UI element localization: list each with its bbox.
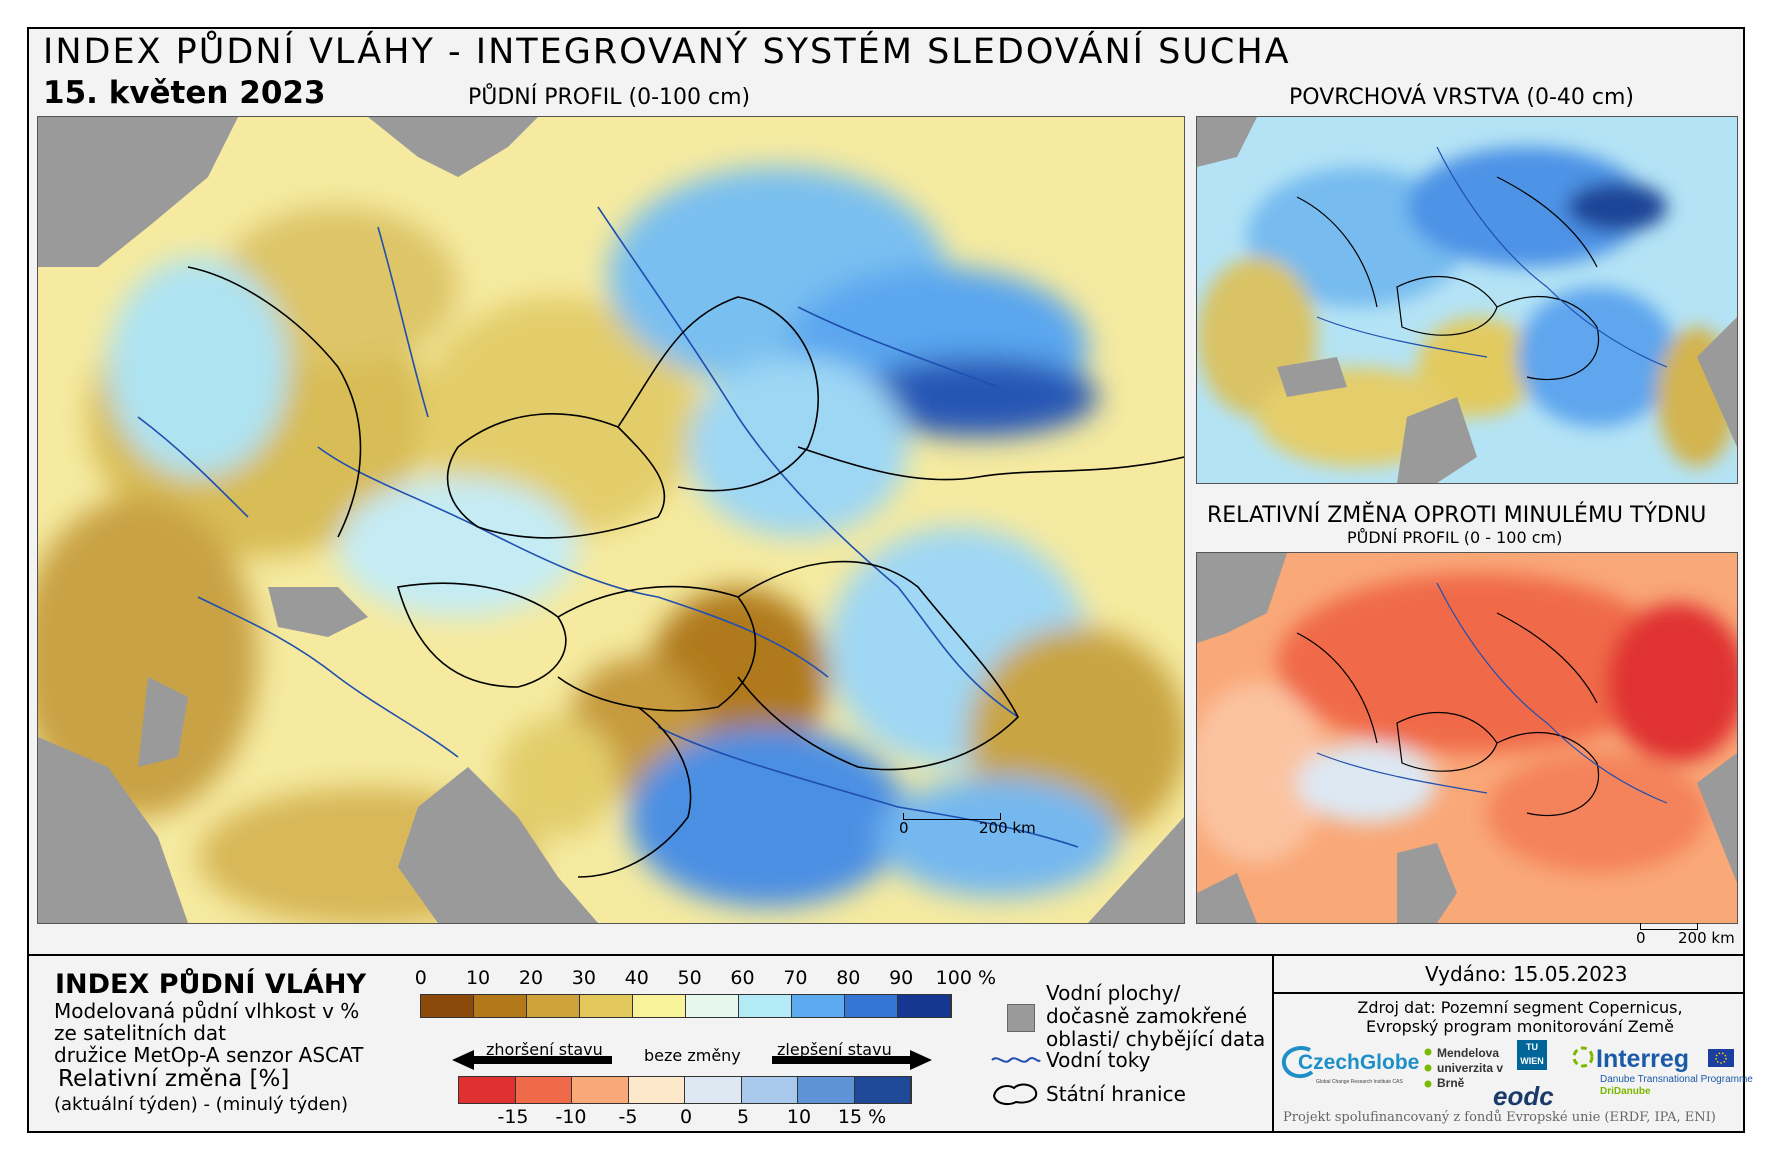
index-color-swatch [845,995,898,1017]
index-tick: 100 % [935,967,996,989]
legend-desc-3: družice MetOp-A senzor ASCAT [54,1043,364,1067]
index-color-swatch [527,995,580,1017]
change-tick: -5 [618,1106,638,1128]
scalebar-start: 0 [899,819,909,837]
water-bodies-swatch [1007,1004,1035,1032]
source-text: Zdroj dat: Pozemní segment Copernicus, E… [1300,998,1740,1036]
issue-date-heading: 15. květen 2023 [43,75,326,111]
change-color-swatch [628,1077,685,1103]
change-tick: -10 [555,1106,587,1128]
change-tick: 15 % [837,1106,887,1128]
scalebar-line [903,813,1001,820]
index-tick: 80 [836,967,861,989]
legend-desc-1: Modelovaná půdní vlhkost v % [54,999,360,1023]
change-arrows [452,1050,932,1070]
index-color-swatch [633,995,686,1017]
surface-layer-map[interactable] [1196,116,1738,484]
czechglobe-name: CzechGlobe [1298,1051,1420,1074]
river-icon [991,1057,1041,1063]
index-tick: 0 [414,967,427,989]
source-line-2: Evropský program monitorování Země [1366,1017,1674,1036]
better-arrow-icon [772,1050,932,1070]
source-line-1: Zdroj dat: Pozemní segment Copernicus, [1357,998,1683,1017]
index-color-swatch [792,995,845,1017]
tu-wien-logo[interactable]: TU WIEN [1517,1040,1547,1070]
change-tick: -15 [497,1106,529,1128]
borders-label: Státní hranice [1046,1082,1186,1106]
index-color-swatch [474,995,527,1017]
scalebar-end: 200 km [1678,929,1735,947]
eodc-logo[interactable]: eodc [1493,1081,1554,1111]
interreg-name: Interreg [1596,1045,1690,1073]
mendelu-dots-icon [1424,1048,1432,1088]
change-color-swatch [741,1077,798,1103]
legend-title: INDEX PŮDNÍ VLÁHY [55,969,367,1000]
index-color-swatch [580,995,633,1017]
index-color-swatch [898,995,951,1017]
surface-panel-label: POVRCHOVÁ VRSTVA (0-40 cm) [1289,85,1634,110]
worse-label: zhoršení stavu [486,1040,603,1059]
main-panel-label: PŮDNÍ PROFIL (0-100 cm) [468,85,751,110]
interreg-sub: Danube Transnational Programme [1600,1074,1753,1085]
index-color-swatch [739,995,792,1017]
scalebar-start: 0 [1636,929,1646,947]
index-tick: 70 [783,967,808,989]
change-legend-desc: (aktuální týden) - (minulý týden) [54,1094,349,1115]
index-tick: 50 [677,967,702,989]
legend-desc-2: ze satelitních dat [54,1021,226,1045]
index-tick: 90 [889,967,914,989]
water-bodies-label: Vodní plochy/ dočasně zamokřené oblasti/… [1046,981,1266,1051]
better-label: zlepšení stavu [777,1040,892,1059]
change-tick: 5 [736,1106,750,1128]
change-color-swatch [515,1077,572,1103]
main-soil-moisture-map[interactable] [37,116,1185,924]
scalebar-line [1640,923,1698,930]
change-color-swatch [854,1077,911,1103]
change-color-swatch [685,1077,742,1103]
rivers-label: Vodní toky [1046,1048,1151,1072]
issued-date: Vydáno: 15.05.2023 [1425,962,1628,986]
mendelu-name: Mendelova univerzita v Brně [1437,1046,1504,1090]
border-icon [992,1083,1038,1105]
czechglobe-logo-icon [1281,1045,1314,1079]
funding-footer: Projekt spolufinancovaný z fondů Evropsk… [1283,1110,1716,1125]
index-tick: 30 [571,967,596,989]
dridanube-name: DriDanube [1600,1086,1651,1097]
worse-arrow-icon [452,1050,612,1070]
issued-divider [1272,992,1745,994]
change-ticks: -15 -10 -5 0 5 10 15 % [483,1106,913,1128]
index-tick: 60 [730,967,755,989]
index-tick: 20 [518,967,544,989]
info-divider [1272,954,1274,1133]
main-scalebar: 0 200 km [893,813,1043,837]
index-ticks: 0 10 20 30 40 50 60 70 80 90 100 % [412,967,1014,989]
interreg-swirl-icon [1572,1046,1594,1068]
change-panel-sublabel: PŮDNÍ PROFIL (0 - 100 cm) [1347,528,1563,547]
legend-divider [27,954,1745,956]
eu-flag-icon [1708,1049,1734,1067]
index-color-ramp [420,994,952,1018]
czechglobe-sub: Global Change Research Institute CAS [1316,1079,1403,1085]
scalebar-end: 200 km [979,819,1036,837]
index-tick: 10 [465,967,491,989]
change-tick: 10 [786,1106,812,1128]
change-color-ramp [458,1076,912,1104]
relative-change-map[interactable] [1196,552,1738,924]
small-scalebar: 0 200 km [1630,923,1740,947]
change-color-swatch [459,1077,516,1103]
index-color-swatch [421,995,474,1017]
change-legend-title: Relativní změna [%] [58,1066,290,1092]
page-title: INDEX PŮDNÍ VLÁHY - INTEGROVANÝ SYSTÉM S… [43,32,1291,72]
change-color-swatch [798,1077,855,1103]
change-tick: 0 [679,1106,693,1128]
nochange-label: beze změny [644,1046,741,1065]
change-color-swatch [572,1077,629,1103]
index-tick: 40 [624,967,649,989]
index-color-swatch [686,995,739,1017]
change-panel-label: RELATIVNÍ ZMĚNA OPROTI MINULÉMU TÝDNU [1207,503,1707,528]
